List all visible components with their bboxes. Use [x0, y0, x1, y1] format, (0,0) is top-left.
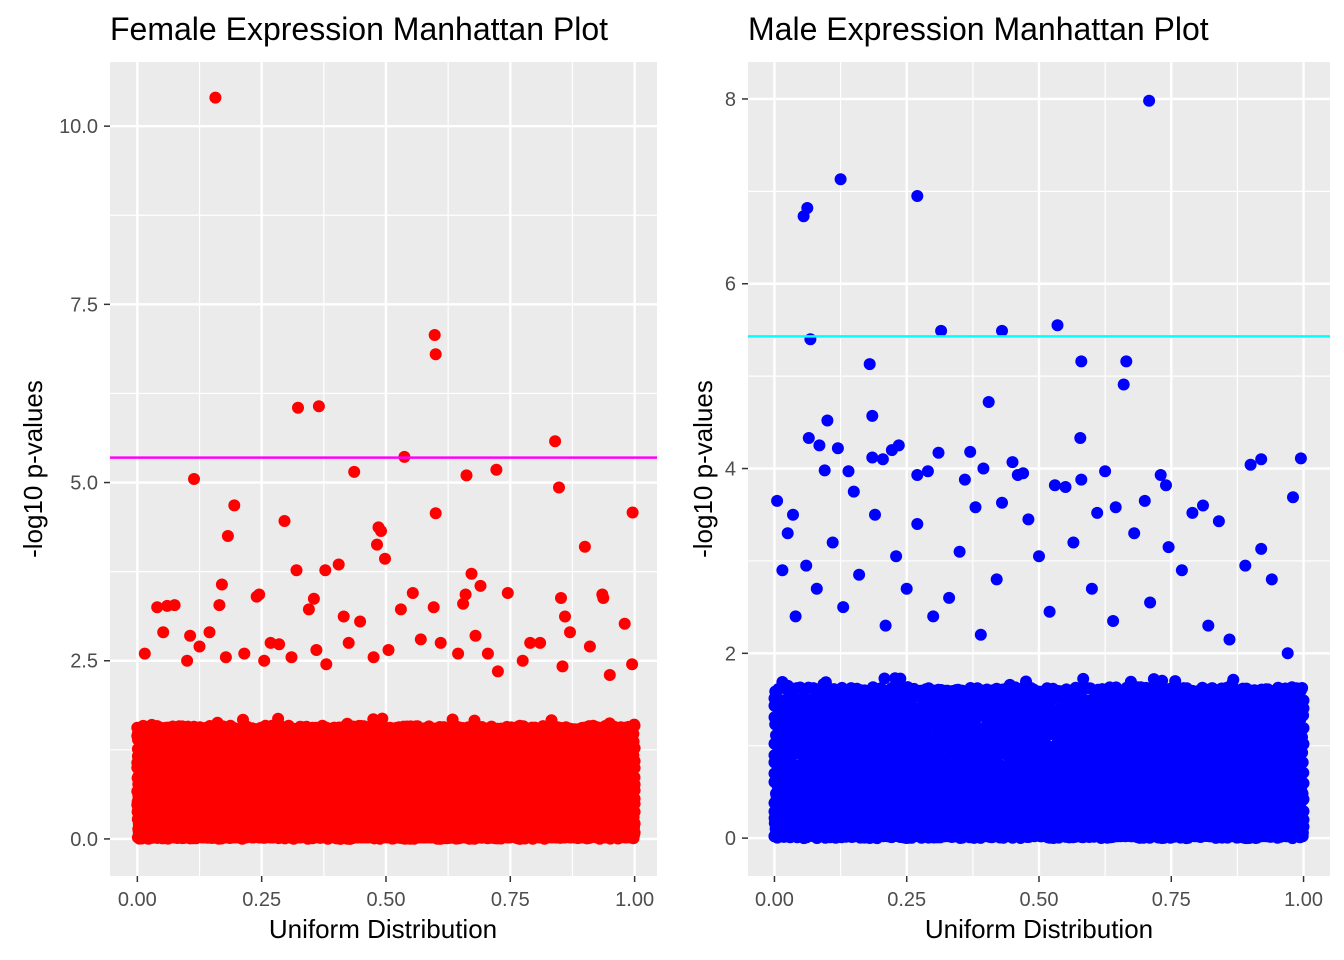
female-points	[131, 91, 641, 845]
female-chart-title: Female Expression Manhattan Plot	[110, 11, 608, 47]
female-panel: Female Expression Manhattan Plot 0.00 0.2…	[18, 11, 657, 944]
